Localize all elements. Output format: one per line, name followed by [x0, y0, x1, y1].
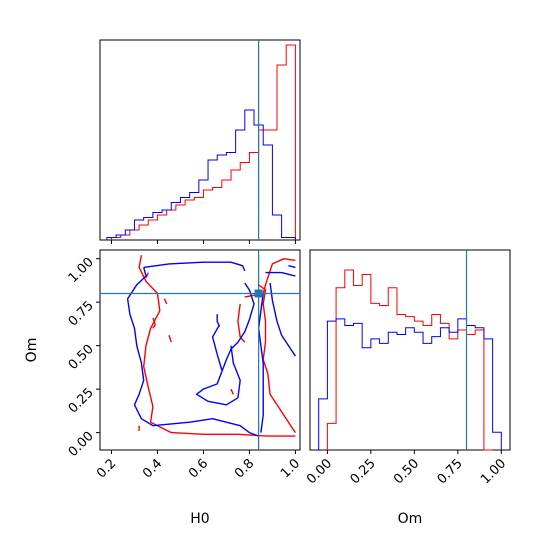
- contour-blue: [143, 261, 246, 272]
- contour-red: [163, 298, 168, 305]
- x-axis-label-h0: H0: [190, 511, 209, 527]
- h0-marginal-frame: [99, 39, 301, 241]
- om-marginal-frame: [309, 249, 511, 451]
- h0-marginal-panel: [99, 39, 301, 244]
- contour-blue: [265, 271, 296, 277]
- om-tick-label: 1.00: [478, 456, 509, 487]
- h0-tick-label: 0.6: [186, 456, 211, 481]
- contour-blue: [269, 282, 296, 357]
- om-histogram-red: [326, 269, 493, 451]
- om-x-ticks: 0.00 0.25 0.50 0.75 1.00: [304, 450, 509, 487]
- om-y-tick-label: 0.00: [66, 429, 97, 460]
- contour-red: [138, 255, 296, 437]
- h0-tick-label: 0.8: [232, 456, 257, 481]
- contour-red: [145, 272, 149, 279]
- h0-tick-label: 0.4: [140, 456, 165, 481]
- om-y-tick-label: 0.25: [66, 385, 97, 416]
- om-marginal-histograms: [318, 250, 502, 451]
- om-y-tick-label: 0.50: [66, 342, 97, 373]
- joint-y-ticks: 0.00 0.25 0.50 0.75 1.00: [66, 255, 100, 460]
- contour-red: [152, 317, 156, 329]
- contour-red: [230, 388, 234, 395]
- y-axis-label-om: Om: [24, 338, 40, 363]
- contour-blue: [126, 267, 259, 437]
- om-y-tick-label: 1.00: [66, 255, 97, 286]
- joint-truth-lines: [100, 250, 300, 450]
- h0-histogram-red: [110, 44, 296, 240]
- contour-red: [237, 303, 246, 343]
- om-tick-label: 0.50: [391, 456, 422, 487]
- contour-blue: [216, 314, 221, 327]
- truth-marker: [254, 289, 263, 298]
- contour-blue: [288, 265, 296, 269]
- om-marginal-panel: 0.00 0.25 0.50 0.75 1.00: [304, 249, 511, 487]
- h0-tick-label: 0.2: [94, 456, 119, 481]
- om-tick-label: 0.75: [435, 456, 466, 487]
- om-y-tick-label: 0.75: [66, 298, 97, 329]
- h0-tick-label: 1.0: [278, 456, 303, 481]
- om-tick-label: 0.00: [304, 456, 335, 487]
- contour-blue: [195, 282, 255, 406]
- joint-x-ticks: 0.2 0.4 0.6 0.8 1.0: [94, 450, 303, 481]
- x-axis-label-om: Om: [398, 511, 423, 527]
- om-tick-label: 0.25: [348, 456, 379, 487]
- contour-blue: [211, 324, 223, 371]
- contour-blue: [257, 293, 264, 433]
- h0-marginal-ticks: [110, 240, 296, 244]
- contour-red: [168, 334, 172, 343]
- h0-marginal-histograms: [106, 40, 296, 240]
- joint-contour-panel: 0.2 0.4 0.6 0.8 1.0 0.00 0.25 0.50 0.75 1.00: [66, 249, 303, 481]
- h0-histogram-blue: [106, 109, 296, 240]
- om-histogram-blue: [318, 318, 502, 450]
